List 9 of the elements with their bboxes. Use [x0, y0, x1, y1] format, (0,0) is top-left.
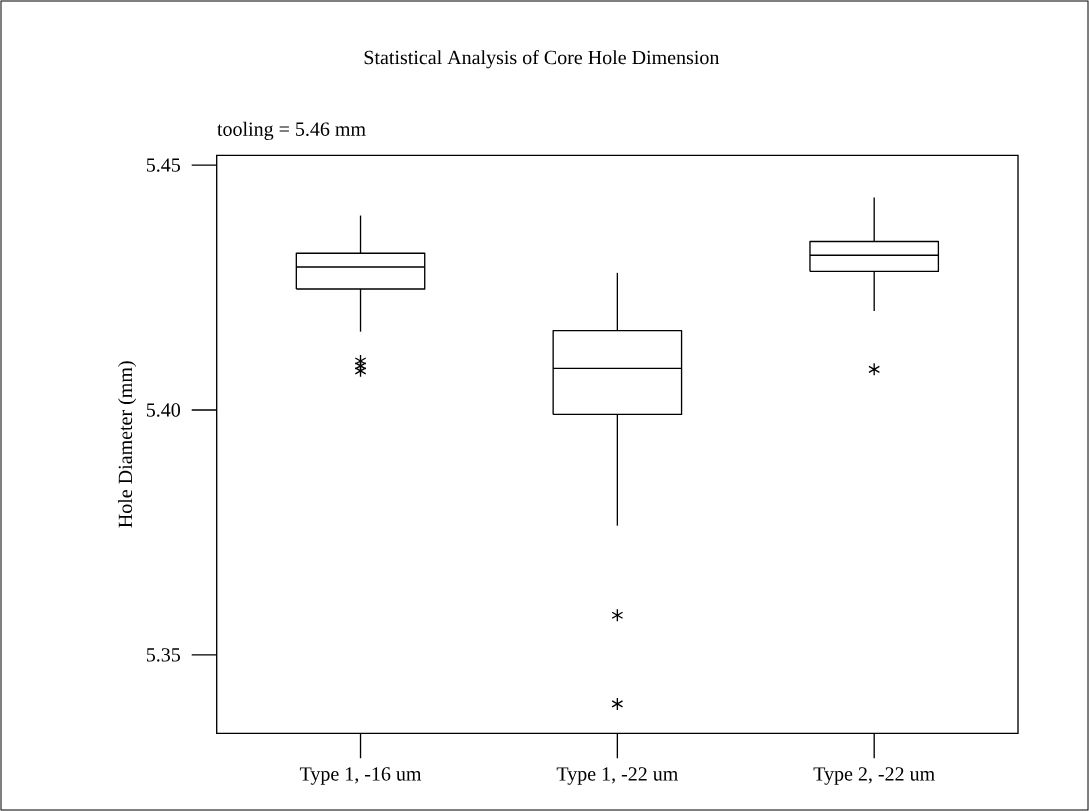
y-tick-label: 5.35: [146, 648, 180, 662]
x-tick-label: Type 1, -22 um: [556, 767, 678, 785]
y-axis-title: Hole Diameter (mm): [118, 361, 137, 528]
chart-title: Statistical Analysis of Core Hole Dimension: [364, 49, 720, 69]
x-tick-label: Type 2, -22 um: [813, 767, 935, 785]
x-tick-label: Type 1, -16 um: [299, 767, 422, 785]
text: tooling = 5.46 mm: [217, 121, 366, 141]
y-tick-label: 5.40: [146, 403, 181, 417]
y-tick-label: 5.45: [146, 158, 180, 172]
